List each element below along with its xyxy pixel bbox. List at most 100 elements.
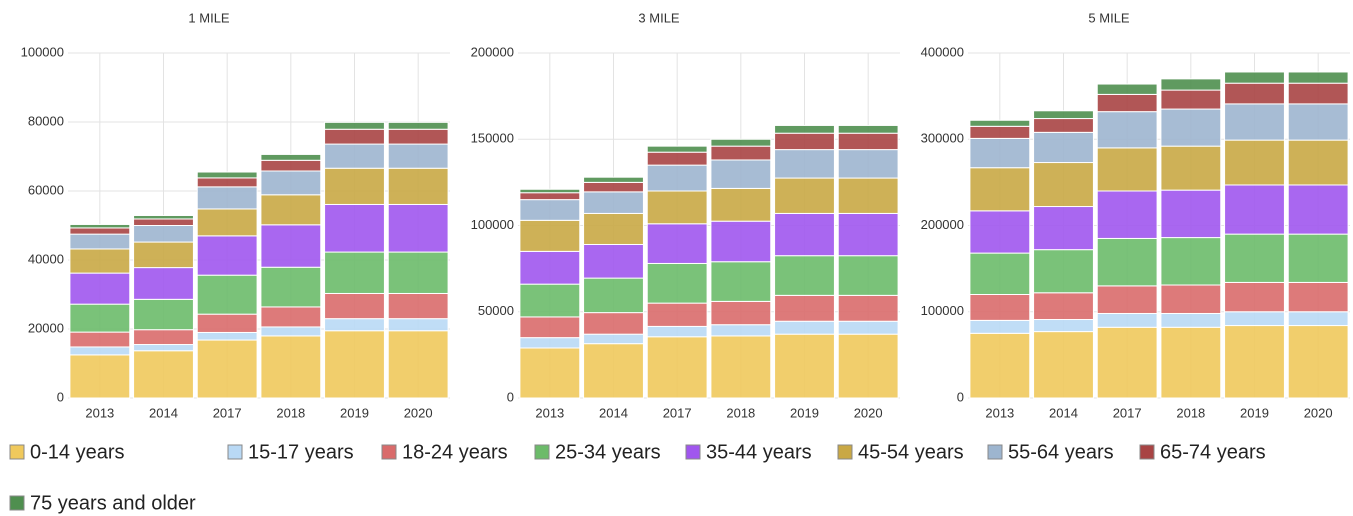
bar-segment bbox=[387, 167, 449, 205]
chart-title: 1 MILE bbox=[188, 10, 230, 25]
bar-segment bbox=[646, 325, 708, 338]
y-tick-label: 100000 bbox=[21, 44, 64, 59]
bar-segment bbox=[1033, 249, 1094, 294]
x-tick-label: 2013 bbox=[985, 405, 1014, 420]
y-tick-label: 20000 bbox=[28, 320, 64, 335]
bar-segment bbox=[387, 292, 449, 320]
bar-segment bbox=[710, 300, 772, 326]
bar-segment bbox=[837, 212, 899, 257]
bar-segment bbox=[1287, 71, 1349, 84]
bar-segment bbox=[387, 121, 449, 130]
bar-segment bbox=[969, 252, 1031, 296]
bar-segment bbox=[1096, 285, 1158, 314]
bar-segment bbox=[1287, 233, 1349, 283]
x-tick-label: 2014 bbox=[1049, 405, 1078, 420]
bar-segment bbox=[1033, 331, 1094, 399]
y-tick-label: 60000 bbox=[28, 182, 64, 197]
bar-segment bbox=[1096, 83, 1158, 95]
bar-segment bbox=[710, 335, 772, 399]
bar-segment bbox=[1224, 233, 1285, 283]
x-tick-label: 2017 bbox=[663, 405, 692, 420]
bar-segment bbox=[646, 151, 708, 166]
bar-segment bbox=[969, 137, 1031, 169]
bar-segment bbox=[710, 324, 772, 337]
bar-segment bbox=[133, 350, 194, 399]
bar-segment bbox=[969, 125, 1031, 139]
bar-segment bbox=[1033, 292, 1094, 321]
bar-segment bbox=[774, 255, 835, 296]
legend-swatch bbox=[1139, 444, 1155, 460]
bar-segment bbox=[646, 262, 708, 304]
bar-segment bbox=[1224, 311, 1285, 327]
bar-segment bbox=[1224, 184, 1285, 235]
x-tick-label: 2014 bbox=[149, 405, 178, 420]
y-tick-label: 80000 bbox=[28, 113, 64, 128]
bar-segment bbox=[710, 261, 772, 302]
bar-segment bbox=[1224, 325, 1285, 399]
bar-segment bbox=[583, 191, 644, 214]
bar-segment bbox=[583, 212, 644, 245]
bar-segment bbox=[387, 143, 449, 169]
bar-segment bbox=[69, 354, 131, 399]
bar-segment bbox=[583, 277, 644, 314]
bar-segment bbox=[969, 294, 1031, 321]
bar-segment bbox=[260, 335, 322, 399]
bar-segment bbox=[1096, 312, 1158, 328]
bar-segment bbox=[837, 177, 899, 214]
bar-segment bbox=[387, 203, 449, 253]
chart-title: 3 MILE bbox=[638, 10, 680, 25]
bar-segment bbox=[1287, 82, 1349, 105]
x-tick-label: 2019 bbox=[1240, 405, 1269, 420]
bar-segment bbox=[133, 298, 194, 331]
bar-segment bbox=[774, 212, 835, 257]
bar-segment bbox=[324, 167, 385, 205]
bar-segment bbox=[1160, 312, 1222, 328]
bar-segment bbox=[1287, 281, 1349, 313]
bar-segment bbox=[774, 294, 835, 322]
bar-segment bbox=[646, 223, 708, 264]
y-tick-label: 200000 bbox=[921, 217, 964, 232]
legend-swatch bbox=[381, 444, 397, 460]
legend-label: 0-14 years bbox=[30, 441, 125, 463]
bar-segment bbox=[837, 320, 899, 335]
bar-segment bbox=[1287, 139, 1349, 186]
bar-segment bbox=[324, 318, 385, 332]
bar-segment bbox=[1287, 184, 1349, 235]
bar-segment bbox=[196, 208, 258, 237]
bar-segment bbox=[837, 294, 899, 322]
bar-segment bbox=[1160, 326, 1222, 399]
x-tick-label: 2013 bbox=[85, 405, 114, 420]
x-tick-label: 2018 bbox=[276, 405, 305, 420]
bar-segment bbox=[133, 214, 194, 220]
bar-segment bbox=[69, 272, 131, 305]
bar-segment bbox=[324, 251, 385, 294]
bar-segment bbox=[646, 190, 708, 225]
bar-segment bbox=[1224, 281, 1285, 313]
bar-segment bbox=[324, 292, 385, 320]
bar-segment bbox=[837, 255, 899, 296]
bar-segment bbox=[69, 331, 131, 348]
bar-segment bbox=[69, 346, 131, 356]
bar-segment bbox=[260, 170, 322, 196]
bar-segment bbox=[710, 220, 772, 263]
y-tick-label: 0 bbox=[957, 389, 964, 404]
bar-segment bbox=[583, 243, 644, 279]
bar-segment bbox=[196, 177, 258, 188]
bar-segment bbox=[196, 235, 258, 276]
x-tick-label: 2017 bbox=[213, 405, 242, 420]
x-tick-label: 2014 bbox=[599, 405, 628, 420]
legend-label: 45-54 years bbox=[858, 441, 964, 463]
bar-segment bbox=[583, 312, 644, 335]
bar-segment bbox=[646, 302, 708, 327]
bar-segment bbox=[710, 138, 772, 147]
bar-segment bbox=[324, 203, 385, 253]
bar-segment bbox=[1096, 237, 1158, 287]
bar-segment bbox=[1033, 206, 1094, 251]
x-tick-label: 2018 bbox=[1176, 405, 1205, 420]
bar-segment bbox=[1160, 145, 1222, 191]
x-tick-label: 2017 bbox=[1113, 405, 1142, 420]
bar-segment bbox=[133, 267, 194, 300]
y-tick-label: 40000 bbox=[28, 251, 64, 266]
bar-segment bbox=[519, 199, 581, 221]
x-tick-label: 2020 bbox=[854, 405, 883, 420]
